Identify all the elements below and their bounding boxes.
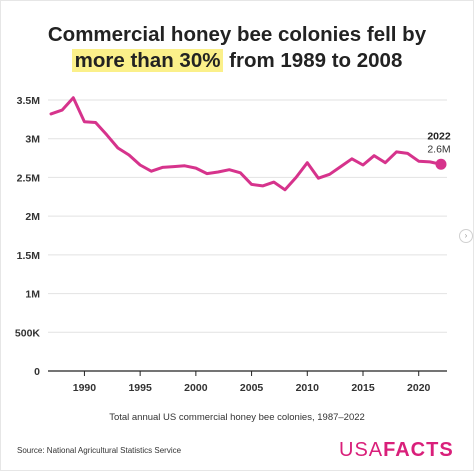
y-tick-label: 1.5M [17,250,41,262]
y-tick-label: 1M [25,289,40,301]
source-note: Source: National Agricultural Statistics… [17,446,182,455]
x-tick-label: 2005 [240,382,264,394]
series-line [49,96,443,192]
x-tick-label: 1995 [128,382,152,394]
y-axis-ticks: 0 500K 1M 1.5M 2M 2.5M 3M 3.5M [15,95,41,378]
carousel-next-indicator[interactable]: › [459,229,473,243]
annotation-value: 2.6M [427,143,450,155]
gridlines [48,99,447,372]
x-tick-label: 2020 [407,382,431,394]
x-tick-label: 2015 [351,382,375,394]
title-rest: from 1989 to 2008 [223,49,403,72]
x-tick-label: 1990 [73,382,97,394]
chart-title-line2: more than 30% from 1989 to 2008 [0,48,474,74]
x-tick-label: 2000 [184,382,208,394]
series-end-point [435,158,447,170]
y-tick-label: 2.5M [17,172,41,184]
x-axis-ticks: 1990 1995 2000 2005 2010 2015 2020 [73,371,431,394]
title-highlight: more than 30% [71,49,224,72]
x-axis-label: Total annual US commercial honey bee col… [109,412,365,423]
brand-logo: USAFACTS [339,439,454,462]
y-tick-label: 2M [25,211,40,223]
y-tick-label: 0 [34,366,40,378]
y-tick-label: 3.5M [17,95,41,107]
annotation-year: 2022 [427,130,451,142]
chart-title-line1: Commercial honey bee colonies fell by [47,23,427,46]
y-tick-label: 3M [25,134,40,146]
y-tick-label: 500K [15,327,41,339]
x-tick-label: 2010 [296,382,320,394]
logo-part-usa: USA [339,439,384,461]
logo-part-facts: FACTS [383,439,454,461]
